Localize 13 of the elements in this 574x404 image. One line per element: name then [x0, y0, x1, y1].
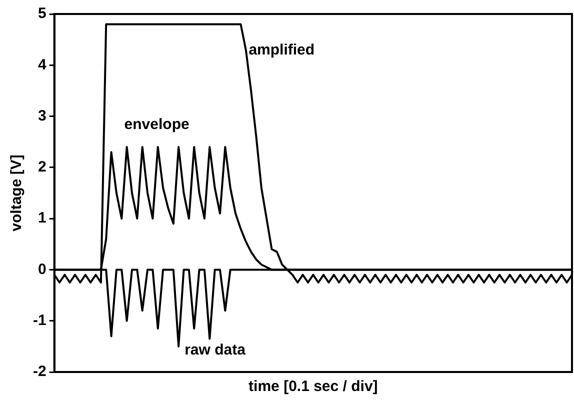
- y-tick-label: 4: [38, 56, 47, 74]
- y-tick-label: -1: [32, 312, 46, 329]
- y-tick-label: 5: [38, 5, 46, 22]
- series-label: envelope: [124, 116, 190, 134]
- y-axis-title: voltage [V]: [8, 154, 26, 232]
- y-tick-label: 0: [38, 260, 46, 278]
- y-tick-label: 1: [38, 210, 46, 227]
- series-label: raw data: [184, 342, 246, 359]
- series-label: amplified: [248, 41, 315, 58]
- y-tick-label: 3: [38, 107, 46, 124]
- x-axis-title: time [0.1 sec / div]: [248, 378, 378, 396]
- y-tick-label: 2: [38, 158, 46, 176]
- y-tick-label: -2: [32, 363, 46, 380]
